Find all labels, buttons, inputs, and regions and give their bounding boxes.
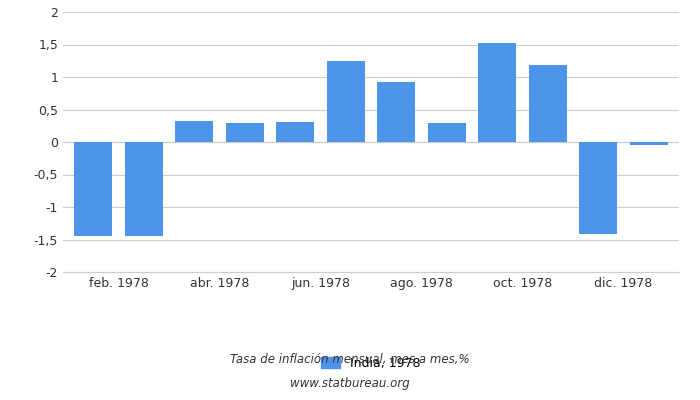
Bar	[478, 43, 516, 142]
Bar	[428, 122, 466, 142]
Text: Tasa de inflación mensual, mes a mes,%: Tasa de inflación mensual, mes a mes,%	[230, 354, 470, 366]
Bar	[125, 142, 162, 236]
Bar	[528, 65, 567, 142]
Bar	[175, 121, 214, 142]
Bar	[580, 142, 617, 234]
Bar	[226, 122, 264, 142]
Bar	[377, 82, 415, 142]
Bar	[630, 142, 668, 144]
Bar	[276, 122, 314, 142]
Bar	[74, 142, 112, 236]
Legend: India, 1978: India, 1978	[316, 352, 426, 375]
Text: www.statbureau.org: www.statbureau.org	[290, 378, 410, 390]
Bar	[327, 61, 365, 142]
